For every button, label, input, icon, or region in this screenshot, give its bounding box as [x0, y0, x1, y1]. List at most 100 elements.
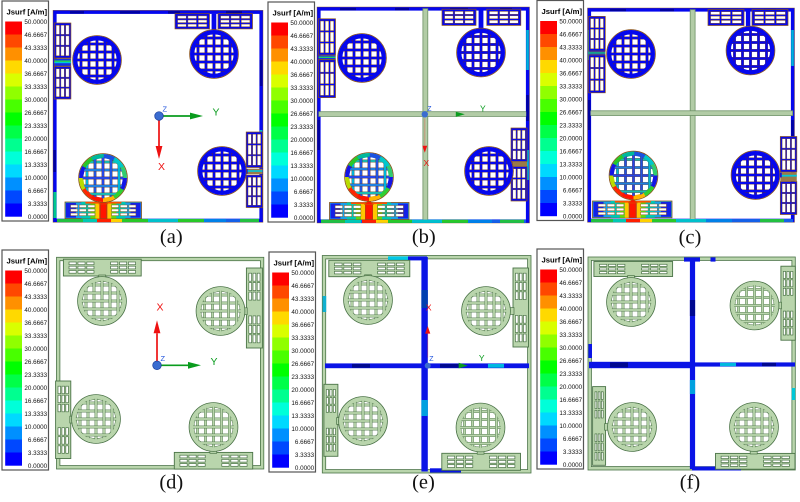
svg-text:Jsurf [A/m]: Jsurf [A/m] — [542, 7, 583, 16]
svg-text:23.3333: 23.3333 — [291, 374, 314, 381]
svg-text:26.6667: 26.6667 — [291, 361, 314, 368]
svg-text:10.0000: 10.0000 — [24, 175, 47, 182]
svg-text:23.3333: 23.3333 — [24, 123, 47, 130]
svg-text:26.6667: 26.6667 — [559, 358, 582, 365]
svg-text:30.0000: 30.0000 — [291, 348, 314, 355]
svg-text:33.3333: 33.3333 — [290, 85, 313, 92]
svg-text:43.3333: 43.3333 — [291, 296, 314, 303]
svg-text:36.6667: 36.6667 — [291, 322, 314, 329]
svg-text:50.0000: 50.0000 — [24, 19, 47, 26]
svg-text:13.3333: 13.3333 — [290, 163, 313, 170]
svg-text:36.6667: 36.6667 — [559, 319, 582, 326]
svg-text:43.3333: 43.3333 — [24, 45, 47, 52]
svg-text:Z: Z — [427, 106, 432, 113]
svg-text:30.0000: 30.0000 — [24, 346, 47, 353]
svg-text:43.3333: 43.3333 — [290, 46, 313, 53]
svg-text:Jsurf [A/m]: Jsurf [A/m] — [273, 9, 314, 18]
svg-text:33.3333: 33.3333 — [291, 335, 314, 342]
svg-text:13.3333: 13.3333 — [559, 162, 582, 169]
svg-text:30.0000: 30.0000 — [559, 345, 582, 352]
svg-text:33.3333: 33.3333 — [24, 333, 47, 340]
svg-text:Z: Z — [163, 105, 168, 114]
svg-text:26.6667: 26.6667 — [24, 110, 47, 117]
svg-text:10.0000: 10.0000 — [559, 175, 582, 182]
svg-text:(f): (f) — [680, 472, 700, 494]
svg-text:6.6667: 6.6667 — [295, 439, 315, 446]
svg-text:36.6667: 36.6667 — [24, 71, 47, 78]
svg-text:40.0000: 40.0000 — [559, 58, 582, 65]
svg-text:10.0000: 10.0000 — [24, 424, 47, 431]
svg-text:30.0000: 30.0000 — [559, 97, 582, 104]
svg-text:3.3333: 3.3333 — [28, 201, 48, 208]
svg-text:30.0000: 30.0000 — [24, 97, 47, 104]
svg-text:Jsurf [A/m]: Jsurf [A/m] — [542, 256, 583, 265]
svg-text:Y: Y — [480, 103, 486, 113]
svg-text:36.6667: 36.6667 — [559, 71, 582, 78]
svg-text:20.0000: 20.0000 — [559, 136, 582, 143]
svg-text:X: X — [426, 303, 432, 313]
svg-text:10.0000: 10.0000 — [291, 426, 314, 433]
svg-text:40.0000: 40.0000 — [291, 309, 314, 316]
svg-text:33.3333: 33.3333 — [24, 84, 47, 91]
svg-text:50.0000: 50.0000 — [24, 268, 47, 275]
svg-text:46.6667: 46.6667 — [559, 280, 582, 287]
svg-text:X: X — [158, 161, 165, 173]
svg-text:43.3333: 43.3333 — [559, 293, 582, 300]
svg-text:30.0000: 30.0000 — [290, 98, 313, 105]
svg-text:(d): (d) — [159, 472, 183, 494]
svg-text:3.3333: 3.3333 — [28, 450, 48, 457]
svg-text:36.6667: 36.6667 — [290, 72, 313, 79]
svg-text:Jsurf [A/m]: Jsurf [A/m] — [7, 8, 48, 17]
svg-text:X: X — [156, 301, 163, 313]
svg-text:3.3333: 3.3333 — [295, 452, 315, 459]
svg-text:40.0000: 40.0000 — [24, 307, 47, 314]
svg-text:23.3333: 23.3333 — [559, 123, 582, 130]
svg-text:10.0000: 10.0000 — [559, 423, 582, 430]
svg-text:(b): (b) — [412, 226, 436, 248]
svg-text:20.0000: 20.0000 — [24, 385, 47, 392]
svg-text:6.6667: 6.6667 — [28, 437, 48, 444]
svg-text:46.6667: 46.6667 — [291, 283, 314, 290]
svg-text:26.6667: 26.6667 — [559, 110, 582, 117]
svg-text:33.3333: 33.3333 — [559, 84, 582, 91]
svg-text:13.3333: 13.3333 — [24, 411, 47, 418]
svg-text:13.3333: 13.3333 — [559, 410, 582, 417]
svg-text:Z: Z — [161, 354, 166, 363]
svg-text:Jsurf [A/m]: Jsurf [A/m] — [7, 257, 48, 266]
svg-text:43.3333: 43.3333 — [24, 294, 47, 301]
svg-text:43.3333: 43.3333 — [559, 45, 582, 52]
svg-text:(c): (c) — [679, 227, 702, 249]
svg-text:(a): (a) — [160, 226, 183, 248]
svg-text:46.6667: 46.6667 — [290, 33, 313, 40]
svg-text:3.3333: 3.3333 — [563, 201, 583, 208]
svg-text:20.0000: 20.0000 — [24, 136, 47, 143]
svg-text:40.0000: 40.0000 — [559, 306, 582, 313]
svg-text:50.0000: 50.0000 — [290, 20, 313, 27]
svg-text:16.6667: 16.6667 — [24, 398, 47, 405]
svg-text:10.0000: 10.0000 — [290, 176, 313, 183]
svg-text:40.0000: 40.0000 — [24, 58, 47, 65]
svg-text:16.6667: 16.6667 — [559, 149, 582, 156]
svg-text:0.0000: 0.0000 — [563, 462, 583, 469]
svg-text:0.0000: 0.0000 — [295, 465, 315, 472]
svg-text:Y: Y — [210, 356, 217, 368]
svg-text:0.0000: 0.0000 — [28, 463, 48, 470]
svg-text:13.3333: 13.3333 — [24, 162, 47, 169]
svg-text:16.6667: 16.6667 — [291, 400, 314, 407]
svg-text:26.6667: 26.6667 — [24, 359, 47, 366]
svg-text:50.0000: 50.0000 — [559, 267, 582, 274]
svg-text:50.0000: 50.0000 — [291, 270, 314, 277]
svg-text:6.6667: 6.6667 — [563, 436, 583, 443]
svg-text:13.3333: 13.3333 — [291, 413, 314, 420]
svg-text:26.6667: 26.6667 — [290, 111, 313, 118]
svg-text:16.6667: 16.6667 — [559, 397, 582, 404]
svg-text:50.0000: 50.0000 — [559, 19, 582, 26]
svg-text:Y: Y — [212, 107, 219, 119]
svg-text:6.6667: 6.6667 — [294, 189, 314, 196]
svg-text:46.6667: 46.6667 — [24, 281, 47, 288]
svg-text:16.6667: 16.6667 — [24, 149, 47, 156]
svg-text:Z: Z — [429, 356, 434, 363]
svg-text:20.0000: 20.0000 — [559, 384, 582, 391]
svg-text:20.0000: 20.0000 — [291, 387, 314, 394]
svg-text:Jsurf [A/m]: Jsurf [A/m] — [274, 259, 315, 268]
